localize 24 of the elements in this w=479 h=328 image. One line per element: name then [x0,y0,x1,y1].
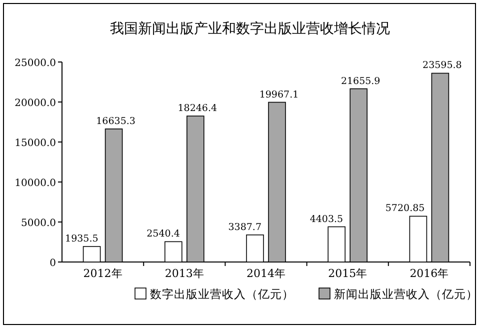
data-label: 21655.9 [340,76,380,87]
y-tick-label: 5000.0 [21,218,56,229]
data-label: 1935.5 [65,234,98,245]
legend-label: 新闻出版业营收入（亿元） [334,287,478,301]
x-tick-label: 2014年 [246,267,286,280]
y-tick-label: 15000.0 [14,138,56,149]
data-label: 4403.5 [310,214,344,225]
data-label: 5720.85 [385,203,425,214]
data-label: 2540.4 [146,228,180,240]
y-tick-label: 0 [50,258,56,269]
x-tick-label: 2013年 [164,267,204,280]
x-tick-label: 2016年 [410,267,449,280]
y-tick-label: 10000.0 [14,178,56,189]
chart-title: 我国新闻出版产业和数字出版业营收增长情况 [110,21,390,37]
x-tick-label: 2012年 [83,267,122,280]
data-label: 19967.1 [259,89,299,100]
data-label: 3387.7 [228,222,262,233]
data-label: 16635.3 [96,116,136,127]
legend-label: 数字出版业营收入（亿元） [150,287,294,301]
data-label: 18246.4 [178,103,218,114]
data-label: 23595.8 [422,60,462,72]
y-tick-label: 20000.0 [14,98,56,109]
x-tick-label: 2015年 [328,267,368,280]
y-tick-label: 25000.0 [14,58,56,69]
